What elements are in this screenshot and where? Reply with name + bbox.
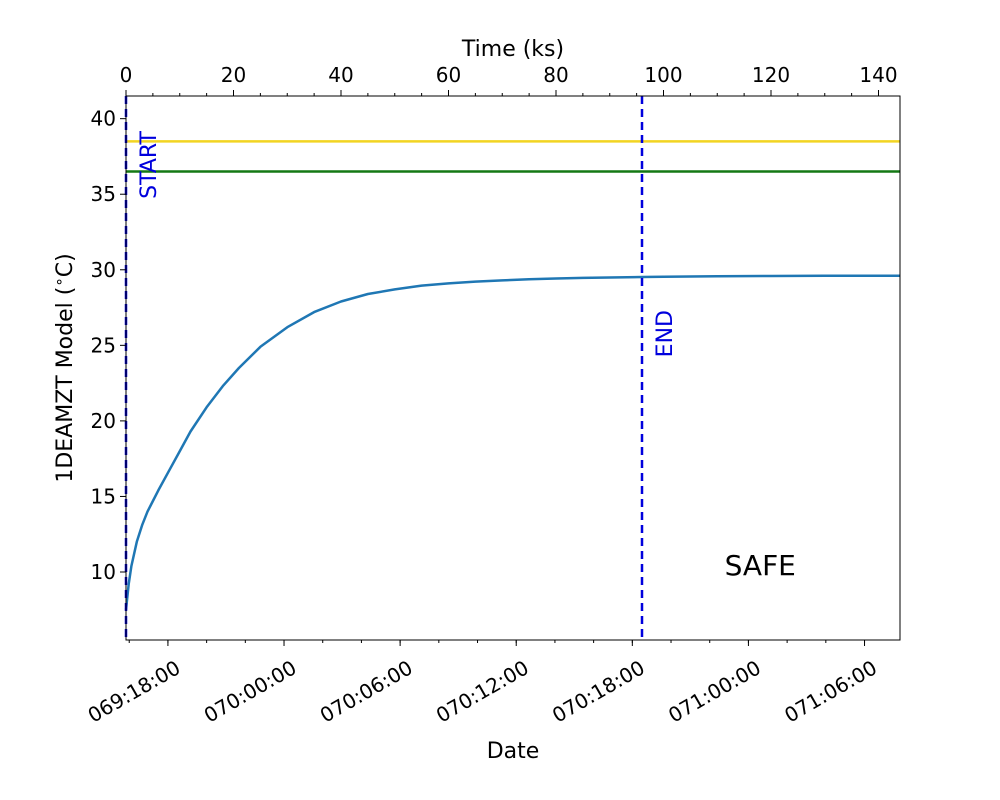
top-axis-ticks: 0 20 40 60 80 100 120 140 (120, 63, 898, 96)
top-tick-label: 100 (644, 63, 682, 87)
top-tick-label: 20 (221, 63, 246, 87)
date-tick-label: 069:18:00 (84, 655, 185, 727)
y-axis-ticks: 10 15 20 25 30 35 40 (91, 107, 126, 584)
date-tick-label: 071:00:00 (664, 655, 765, 727)
y-axis-label: 1DEAMZT Model (∘C) (50, 253, 78, 482)
date-tick-label: 070:18:00 (548, 655, 649, 727)
y-tick-label: 20 (91, 409, 116, 433)
date-axis-ticks: 069:18:00 070:00:00 070:06:00 070:12:00 070:… (84, 640, 881, 727)
top-tick-label: 60 (436, 63, 461, 87)
y-tick-label: 40 (91, 107, 116, 131)
event-label-end: END (653, 310, 678, 357)
top-tick-label: 140 (859, 63, 897, 87)
series-line-0 (124, 274, 900, 610)
top-tick-label: 0 (120, 63, 133, 87)
y-tick-label: 35 (91, 182, 116, 206)
y-tick-label: 25 (91, 333, 116, 357)
top-x-axis-label: Time (ks) (461, 37, 564, 62)
top-tick-label: 120 (752, 63, 790, 87)
top-tick-label: 80 (543, 63, 568, 87)
y-tick-label: 30 (91, 258, 116, 282)
plot-frame (125, 95, 901, 641)
x-axis-label: Date (487, 739, 540, 764)
date-tick-label: 070:00:00 (200, 655, 301, 727)
event-label-start: START (137, 130, 162, 198)
series-lines (124, 274, 900, 610)
top-tick-label: 40 (328, 63, 353, 87)
date-tick-label: 070:12:00 (432, 655, 533, 727)
y-tick-label: 15 (91, 484, 116, 508)
status-text: SAFE (725, 549, 796, 582)
event-lines: START END (124, 96, 678, 640)
date-tick-label: 070:06:00 (316, 655, 417, 727)
y-tick-label: 10 (91, 560, 116, 584)
limit-lines (126, 140, 900, 173)
date-tick-label: 071:06:00 (780, 655, 881, 727)
